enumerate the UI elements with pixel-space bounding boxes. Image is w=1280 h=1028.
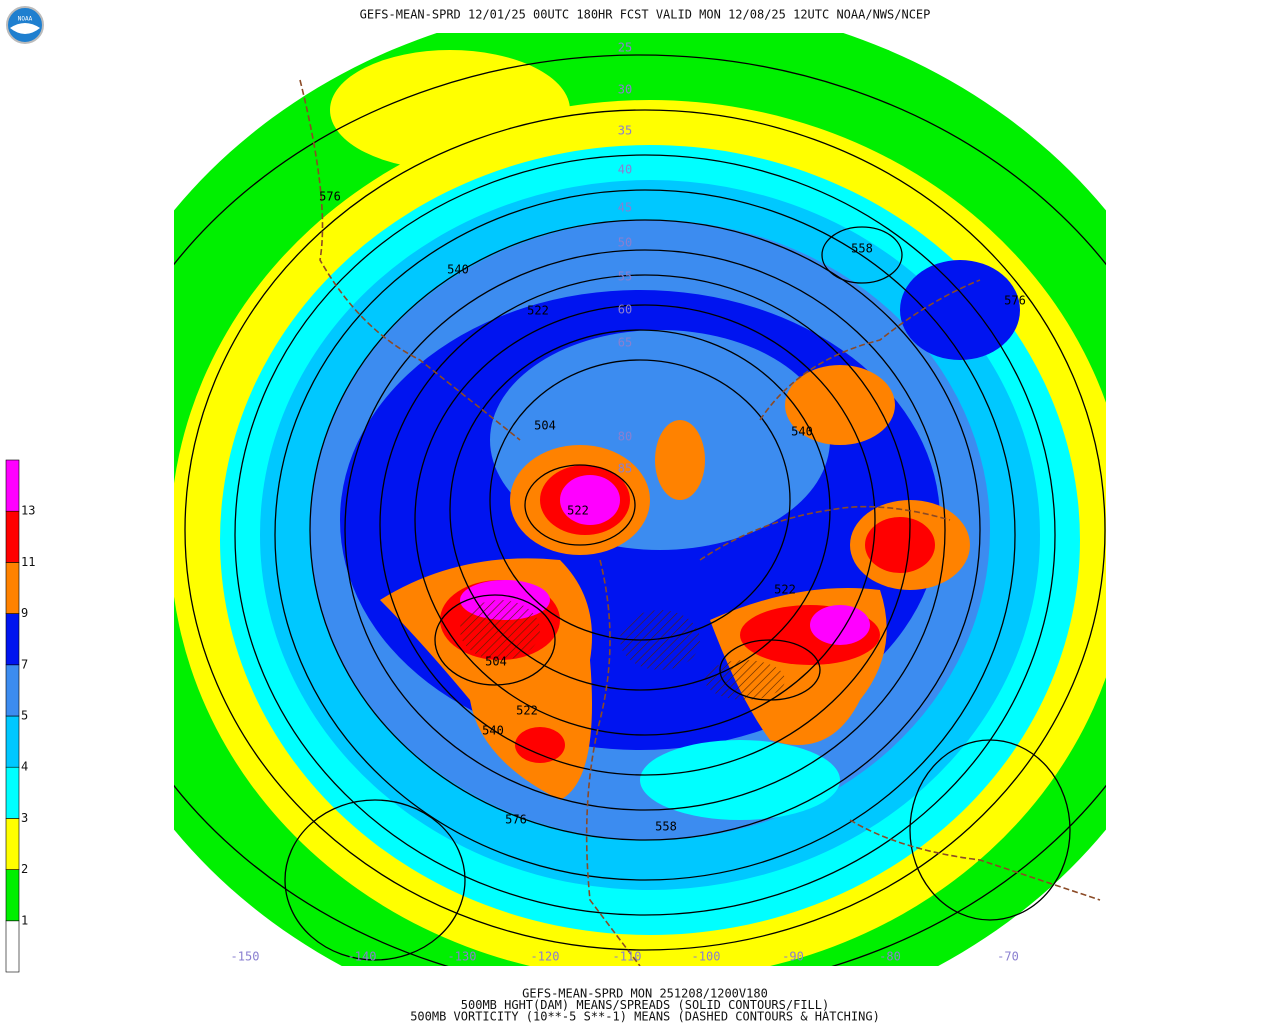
latitude-label: 65 (618, 336, 632, 350)
longitude-label: -150 (231, 950, 260, 964)
colorbar-segment (5, 869, 20, 922)
longitude-label: -70 (997, 950, 1019, 964)
longitude-label: -90 (782, 950, 804, 964)
map (174, 33, 1106, 966)
longitude-label: -140 (348, 950, 377, 964)
title: GEFS-MEAN-SPRD 12/01/25 00UTC 180HR FCST… (360, 8, 931, 22)
colorbar-segment (5, 613, 20, 666)
latitude-label: 55 (618, 270, 632, 284)
latitude-label: 40 (618, 163, 632, 177)
colorbar-segment (5, 766, 20, 819)
coastlines (299, 79, 1101, 966)
contour-label: 522 (516, 704, 538, 718)
colorbar-label: 2 (21, 862, 28, 876)
latitude-label: 60 (618, 303, 632, 317)
latitude-label: 50 (618, 236, 632, 250)
colorbar-label: 5 (21, 709, 28, 723)
colorbar-segment (5, 920, 20, 973)
footer-line: 500MB VORTICITY (10**-5 S**-1) MEANS (DA… (410, 1010, 880, 1024)
height-contours (174, 54, 1106, 966)
contour-label: 540 (482, 724, 504, 738)
latitude-label: 30 (618, 83, 632, 97)
colorbar-segment (5, 510, 20, 563)
contour-label: 558 (851, 242, 873, 256)
latitude-label: 25 (618, 41, 632, 55)
colorbar-segment (5, 459, 20, 512)
colorbar-label: 3 (21, 811, 28, 825)
latitude-label: 35 (618, 124, 632, 138)
contour-label: 504 (534, 419, 556, 433)
contour-label: 522 (774, 583, 796, 597)
longitude-label: -100 (692, 950, 721, 964)
latitude-label: 45 (618, 201, 632, 215)
contour-label: 576 (1004, 294, 1026, 308)
colorbar-label: 9 (21, 606, 28, 620)
contour-label: 576 (505, 813, 527, 827)
colorbar-label: 11 (21, 555, 35, 569)
footer-line: 500MB HGHT(DAM) MEANS/SPREADS (SOLID CON… (461, 998, 829, 1012)
footer-line: GEFS-MEAN-SPRD MON 251208/1200V180 (522, 987, 768, 1001)
svg-text:NOAA: NOAA (18, 16, 33, 23)
longitude-label: -80 (879, 950, 901, 964)
contour-label: 522 (567, 504, 589, 518)
latitude-label: 80 (618, 430, 632, 444)
colorbar-label: 4 (21, 760, 28, 774)
colorbar-segment (5, 715, 20, 768)
noaa-logo: NOAA (6, 6, 44, 44)
colorbar-label: 1 (21, 913, 28, 927)
contour-label: 540 (791, 425, 813, 439)
colorbar-label: 7 (21, 657, 28, 671)
longitude-label: -110 (613, 950, 642, 964)
contour-label: 540 (447, 263, 469, 277)
contour-label: 576 (319, 190, 341, 204)
contour-label: 558 (655, 820, 677, 834)
contour-label: 504 (485, 655, 507, 669)
colorbar-segment (5, 664, 20, 717)
colorbar-label: 13 (21, 504, 35, 518)
contour-label: 522 (527, 304, 549, 318)
longitude-label: -130 (448, 950, 477, 964)
latitude-label: 85 (618, 462, 632, 476)
longitude-label: -120 (531, 950, 560, 964)
colorbar-segment (5, 818, 20, 870)
colorbar-segment (5, 562, 20, 614)
